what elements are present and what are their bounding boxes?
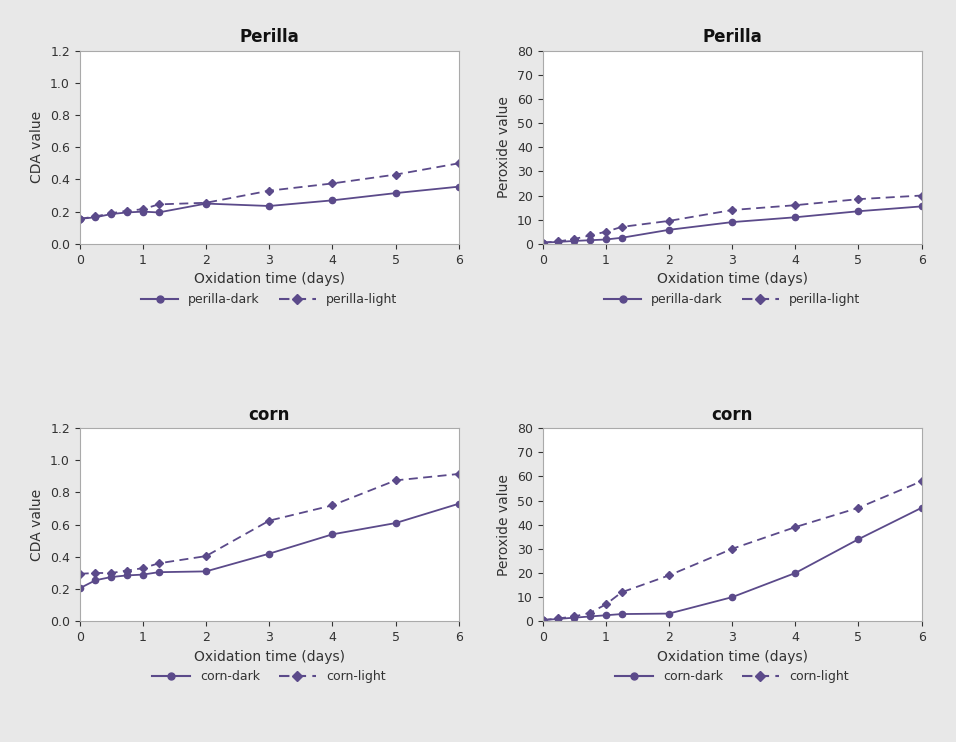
Legend: corn-dark, corn-light: corn-dark, corn-light	[147, 666, 391, 689]
Legend: perilla-dark, perilla-light: perilla-dark, perilla-light	[136, 288, 402, 311]
Y-axis label: CDA value: CDA value	[31, 111, 44, 183]
Title: Perilla: Perilla	[703, 28, 762, 46]
X-axis label: Oxidation time (days): Oxidation time (days)	[657, 649, 808, 663]
Title: corn: corn	[711, 406, 752, 424]
Legend: corn-dark, corn-light: corn-dark, corn-light	[611, 666, 854, 689]
X-axis label: Oxidation time (days): Oxidation time (days)	[194, 272, 345, 286]
X-axis label: Oxidation time (days): Oxidation time (days)	[194, 649, 345, 663]
Y-axis label: Peroxide value: Peroxide value	[497, 473, 511, 576]
Title: corn: corn	[249, 406, 290, 424]
X-axis label: Oxidation time (days): Oxidation time (days)	[657, 272, 808, 286]
Legend: perilla-dark, perilla-light: perilla-dark, perilla-light	[598, 288, 865, 311]
Y-axis label: CDA value: CDA value	[31, 489, 44, 561]
Title: Perilla: Perilla	[239, 28, 299, 46]
Y-axis label: Peroxide value: Peroxide value	[497, 96, 511, 198]
